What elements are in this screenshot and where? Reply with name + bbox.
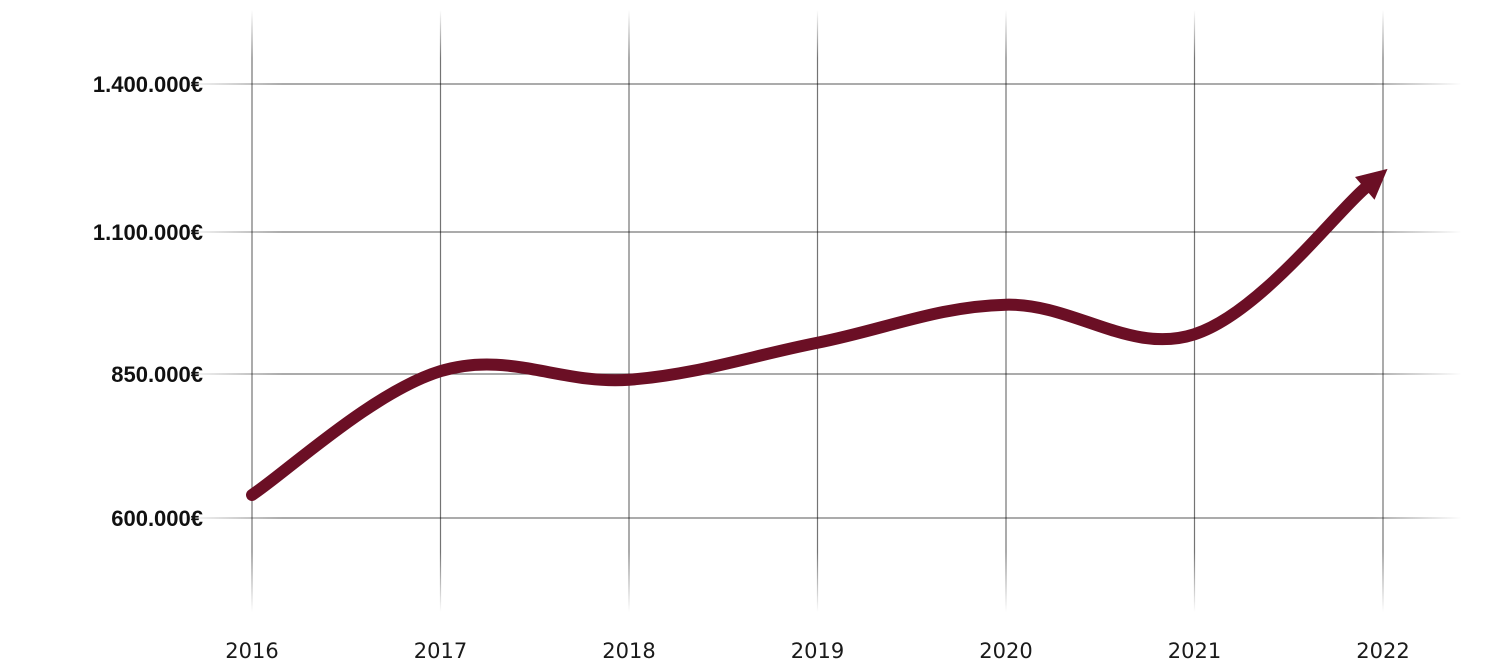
x-tick-label: 2017 <box>414 639 467 663</box>
y-gridline <box>180 231 1462 233</box>
x-gridline-2020 <box>1005 10 1007 612</box>
y-tick-label: 850.000€ <box>111 362 203 387</box>
x-gridline-2017 <box>439 10 442 612</box>
x-gridline-2021 <box>1193 10 1196 612</box>
y-tick-label: 1.100.000€ <box>93 220 203 245</box>
horizontal-gridlines <box>180 83 1462 519</box>
x-gridline-2022 <box>1382 10 1384 612</box>
y-gridline <box>180 517 1462 519</box>
x-tick-label: 2022 <box>1356 639 1409 663</box>
x-tick-label: 2019 <box>791 639 844 663</box>
y-axis-ticks: 600.000€ 850.000€ 1.100.000€ 1.400.000€ <box>93 72 203 531</box>
series-layer <box>246 168 1388 501</box>
y-gridline <box>180 83 1462 85</box>
x-tick-label: 2020 <box>979 639 1032 663</box>
x-gridline-2016 <box>251 10 253 612</box>
x-tick-label: 2016 <box>225 639 278 663</box>
x-gridline-2019 <box>816 10 819 612</box>
arrow-head-icon <box>1355 168 1388 200</box>
x-tick-label: 2018 <box>602 639 655 663</box>
x-axis-ticks: 2016 2017 2018 2019 2020 2021 2022 <box>225 639 1409 663</box>
y-tick-label: 600.000€ <box>111 506 203 531</box>
y-tick-label: 1.400.000€ <box>93 72 203 97</box>
vertical-gridlines <box>251 10 1384 612</box>
x-gridline-2018 <box>628 10 630 612</box>
x-tick-label: 2021 <box>1168 639 1221 663</box>
series-line <box>246 182 1371 501</box>
y-gridline <box>180 373 1462 375</box>
